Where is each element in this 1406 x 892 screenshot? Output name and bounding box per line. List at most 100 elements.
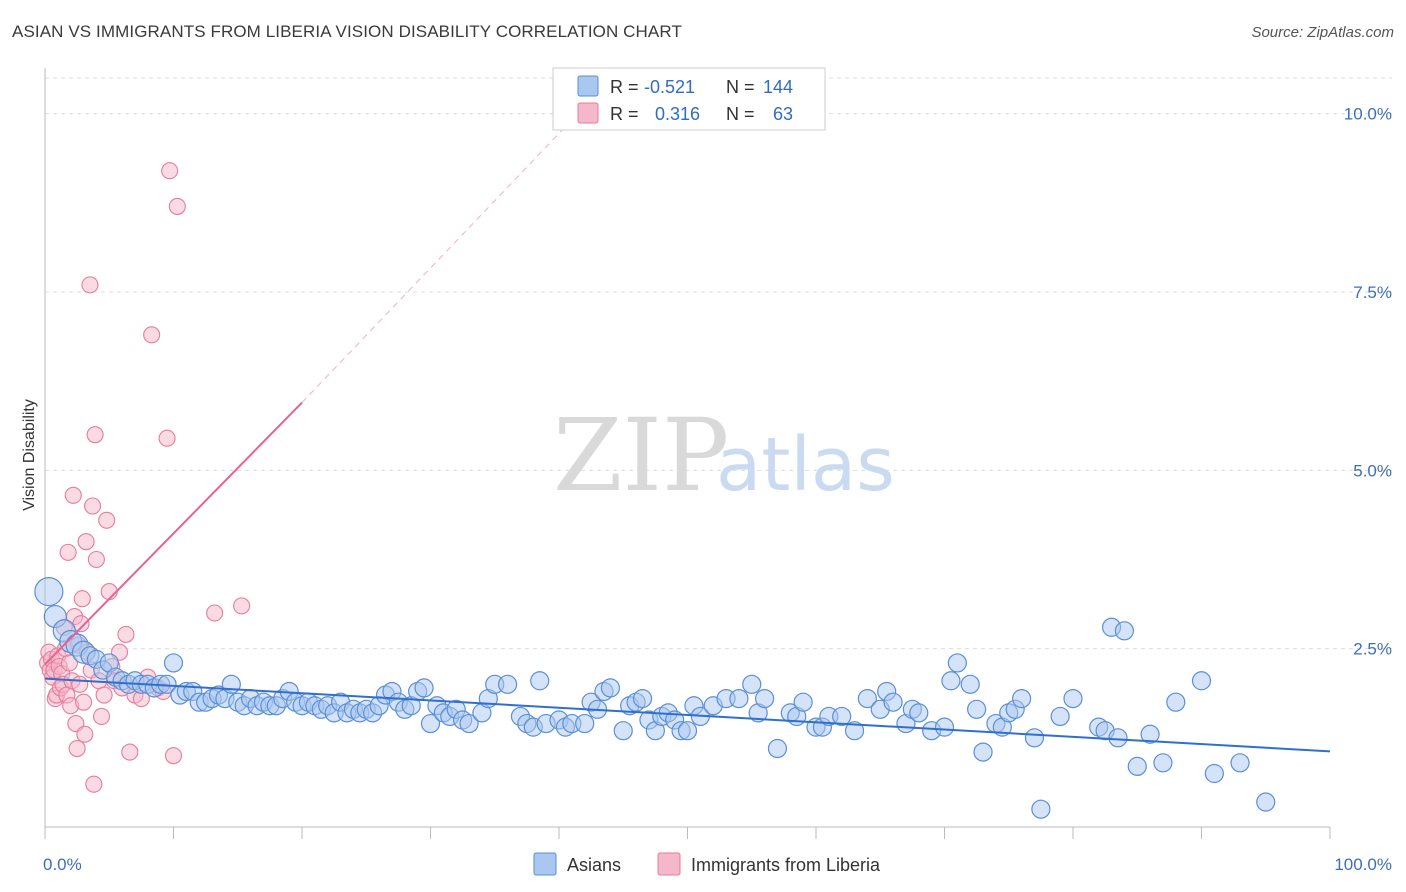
- asian-point: [1108, 728, 1128, 748]
- chart-title: ASIAN VS IMMIGRANTS FROM LIBERIA VISION …: [12, 22, 682, 41]
- asian-point: [1140, 724, 1160, 744]
- liberia-point: [95, 686, 113, 704]
- legend-r-value-asian: -0.521: [644, 77, 695, 97]
- asian-point: [1153, 753, 1173, 773]
- liberia-point: [158, 429, 176, 447]
- asian-point: [1191, 671, 1212, 691]
- liberia-point: [73, 590, 91, 608]
- asian-point: [34, 576, 64, 607]
- watermark-atlas: atlas: [716, 422, 895, 508]
- liberia-point: [168, 197, 186, 215]
- liberia-point: [117, 625, 135, 643]
- bottom-legend-label-asian: Asians: [567, 855, 621, 875]
- legend-n-label-liberia: N =: [726, 104, 755, 124]
- liberia-point: [85, 775, 103, 793]
- liberia-point: [76, 725, 94, 743]
- asian-point: [1127, 756, 1147, 776]
- liberia-point: [75, 693, 93, 711]
- liberia-point: [206, 604, 224, 622]
- trend-lines: [44, 106, 1331, 753]
- asian-point: [1011, 688, 1032, 709]
- asian-point: [677, 721, 698, 741]
- liberia-point: [143, 326, 161, 344]
- legend-n-value-asian: 144: [763, 77, 793, 97]
- asian-point: [1204, 763, 1224, 784]
- asian-point: [459, 713, 479, 734]
- asian-point: [420, 713, 441, 734]
- asian-point: [947, 653, 967, 673]
- liberia-point: [64, 486, 82, 504]
- asian-point: [742, 674, 762, 694]
- liberia-point: [68, 739, 86, 758]
- asian-point: [844, 721, 865, 741]
- asian-trend-line: [44, 677, 1331, 753]
- bottom-legend-swatch-asian: [533, 852, 557, 876]
- x-tick-labels: 0.0% 100.0%: [43, 855, 1392, 874]
- asian-point: [1031, 799, 1051, 819]
- liberia-point: [59, 543, 77, 561]
- asian-point: [754, 688, 775, 709]
- liberia-point: [121, 743, 139, 761]
- asian-point: [1063, 688, 1083, 709]
- legend-n-label-asian: N =: [726, 77, 755, 97]
- bottom-legend-label-liberia: Immigrants from Liberia: [691, 855, 881, 875]
- liberia-point: [81, 276, 99, 294]
- legend-n-value-liberia: 63: [773, 104, 793, 124]
- y-tick-label-1: 5.0%: [1353, 461, 1392, 480]
- liberia-point: [71, 675, 89, 693]
- asian-point: [163, 653, 184, 673]
- liberia-trend-extension: [301, 106, 586, 403]
- grid-lines: [45, 77, 1392, 650]
- asian-point: [1050, 706, 1070, 727]
- liberia-point: [83, 497, 102, 515]
- asian-point: [941, 671, 961, 691]
- asian-point: [613, 721, 633, 741]
- asian-point: [632, 688, 653, 709]
- legend-swatch-liberia: [577, 102, 599, 124]
- watermark: ZIP atlas: [553, 397, 895, 514]
- asian-points: [34, 576, 1276, 819]
- bottom-legend-swatch-liberia: [657, 852, 681, 876]
- asian-point: [967, 699, 987, 719]
- asian-point: [575, 713, 595, 734]
- asian-point: [793, 692, 813, 712]
- legend-r-value-liberia: 0.316: [655, 104, 700, 124]
- x-tick-label-min: 0.0%: [43, 855, 82, 874]
- asian-point: [960, 674, 980, 694]
- source-label: Source: ZipAtlas.com: [1251, 24, 1394, 41]
- liberia-point: [233, 597, 251, 615]
- liberia-point: [77, 533, 95, 551]
- asian-point: [1166, 692, 1186, 712]
- bottom-legend: Asians Immigrants from Liberia: [533, 852, 881, 876]
- asian-point: [530, 671, 550, 691]
- y-tick-labels: 2.5% 5.0% 7.5% 10.0%: [1344, 105, 1392, 659]
- asian-point: [832, 706, 852, 727]
- asian-point: [1256, 792, 1276, 812]
- asian-point: [857, 688, 878, 709]
- asian-point: [600, 678, 621, 698]
- legend-swatch-asian: [577, 75, 599, 97]
- asian-point: [221, 674, 241, 694]
- asian-point: [1230, 753, 1250, 773]
- liberia-point: [98, 511, 116, 529]
- liberia-trend-line: [44, 401, 303, 666]
- asian-point: [729, 688, 749, 709]
- liberia-point: [161, 162, 179, 180]
- y-tick-label-0: 2.5%: [1353, 640, 1392, 659]
- liberia-point: [86, 426, 104, 444]
- asian-point: [909, 703, 929, 723]
- asian-point: [1114, 621, 1135, 641]
- asian-point: [883, 692, 903, 712]
- asian-point: [498, 674, 518, 694]
- legend: R = -0.521 N = 144 R = 0.316 N = 63: [552, 67, 826, 131]
- y-tick-label-3: 10.0%: [1344, 105, 1392, 124]
- y-tick-label-2: 7.5%: [1353, 283, 1392, 302]
- watermark-zip: ZIP: [553, 397, 729, 514]
- asian-point: [1024, 728, 1045, 748]
- asian-point: [973, 742, 993, 762]
- liberia-point: [92, 707, 111, 725]
- liberia-point: [87, 550, 105, 569]
- legend-r-label-asian: R =: [610, 77, 639, 97]
- liberia-point: [100, 583, 118, 601]
- liberia-point: [164, 747, 183, 765]
